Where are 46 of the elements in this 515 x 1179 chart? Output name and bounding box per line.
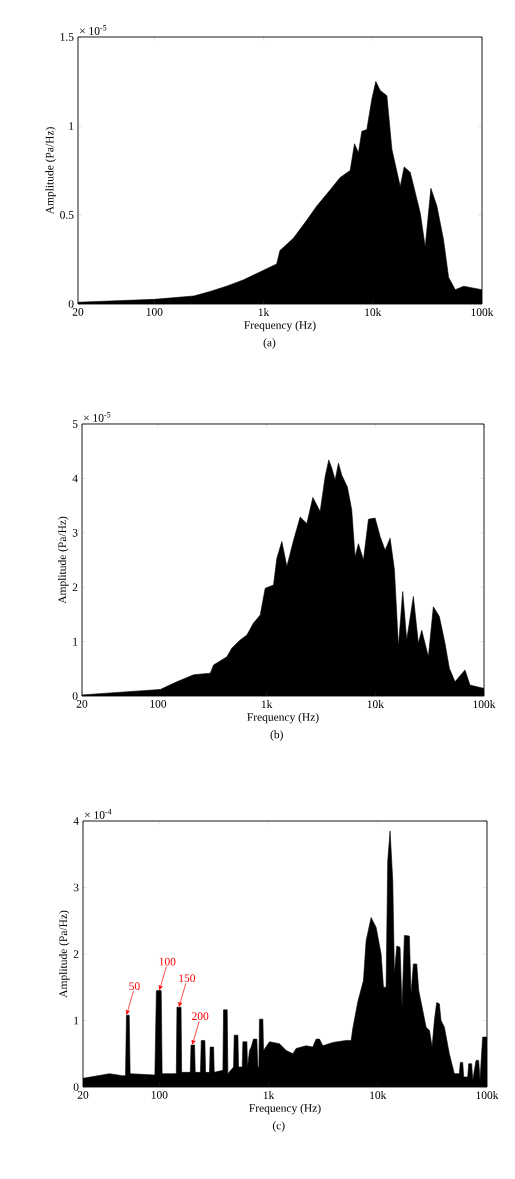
x-axis-title: Frequency (Hz) — [249, 1103, 321, 1115]
x-tick-label: 20 — [76, 700, 88, 708]
annotation: 150 — [179, 974, 196, 983]
x-tick-label: 100 — [151, 1091, 168, 1099]
y-tick-label: 0.5 — [60, 211, 74, 219]
y-tick-label: 3 — [72, 528, 78, 537]
x-axis-title: Frequency (Hz) — [244, 320, 316, 332]
y-tick-label: 0 — [72, 692, 78, 700]
y-tick-label: 1 — [69, 122, 74, 130]
x-tick-label: 1k — [258, 308, 270, 316]
x-tick-label: 100k — [476, 1091, 499, 1100]
text: × 10$^{-5}$ — [84, 412, 111, 422]
x-tick-label: 100k — [473, 700, 496, 709]
x-tick-label: 20 — [77, 1091, 89, 1099]
x-tick-label: 1k — [263, 1091, 275, 1099]
y-tick-label: 3 — [73, 883, 79, 892]
text: × 10$^{-4}$ — [85, 809, 112, 819]
y-tick-label: 0 — [68, 300, 74, 308]
y-tick-label: 1.5 — [60, 33, 74, 41]
x-tick-label: 100 — [150, 700, 167, 708]
x-tick-label: 100k — [471, 308, 494, 317]
y-tick-label: 1 — [74, 1016, 79, 1025]
x-axis-title: Frequency (Hz) — [247, 712, 319, 724]
x-tick-label: 20 — [72, 308, 84, 316]
text: (b) — [270, 730, 283, 741]
x-tick-label: 1k — [261, 700, 273, 708]
y-tick-label: 5 — [72, 420, 78, 428]
y-tick-label: 4 — [73, 817, 79, 825]
y-tick-label: 1 — [73, 637, 78, 646]
text: (a) — [263, 338, 276, 349]
y-tick-label: 4 — [72, 474, 78, 483]
x-tick-label: 10k — [365, 308, 382, 317]
text: × 10$^{-5}$ — [80, 25, 107, 35]
y-axis-title: Amplitude (Pa/Hz) — [45, 127, 56, 215]
annotation: 50 — [129, 982, 140, 991]
text: (c) — [272, 1121, 285, 1132]
y-tick-label: 2 — [73, 950, 79, 958]
annotation: 100 — [159, 957, 176, 966]
x-tick-label: 100 — [146, 308, 163, 316]
y-tick-label: 2 — [72, 583, 78, 591]
annotation: 200 — [192, 1012, 209, 1020]
x-tick-label: 10k — [367, 700, 384, 709]
y-axis-title: Amplitude (Pa/Hz) — [59, 910, 70, 998]
y-axis-title: Amplitude (Pa/Hz) — [58, 516, 69, 604]
x-tick-label: 10k — [370, 1091, 387, 1100]
y-tick-label: 0 — [73, 1083, 79, 1091]
